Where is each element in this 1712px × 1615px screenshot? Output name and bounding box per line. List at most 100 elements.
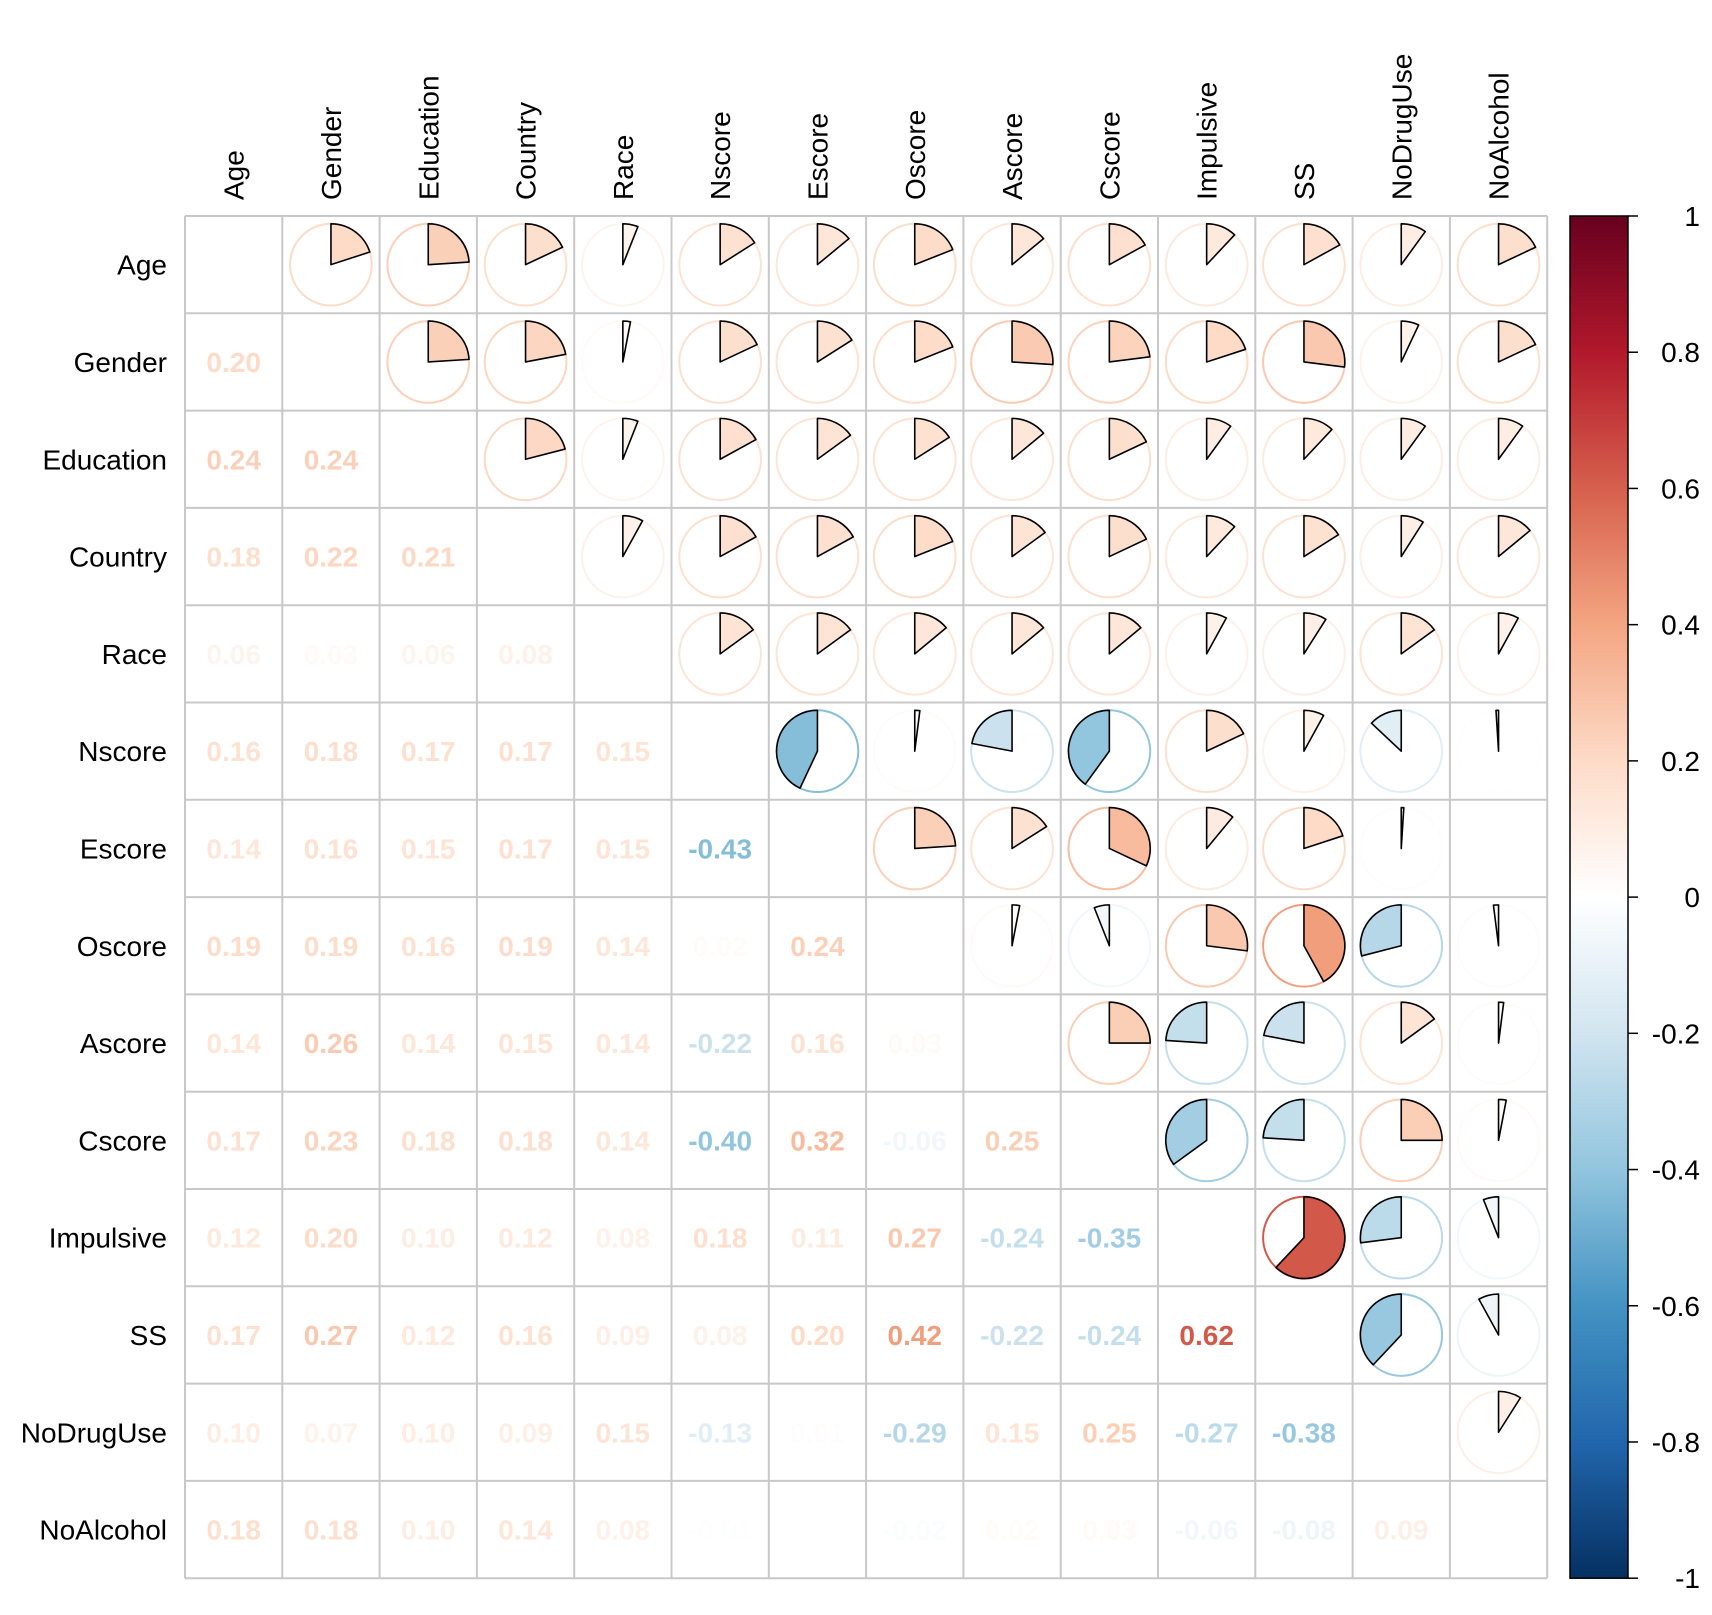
pie-cell [970,320,1054,404]
correlation-value: 0.12 [206,1223,261,1254]
column-label: Country [511,102,542,200]
pie-cell [1164,806,1249,891]
pie-cell [1456,417,1541,502]
column-label: SS [1289,163,1320,200]
pie-cell [1359,611,1444,696]
correlation-value: 0.24 [304,444,359,475]
correlation-value: 0.10 [401,1223,456,1254]
pie-cell [678,611,763,696]
pie-cell [1359,514,1444,599]
pie-cell [1164,709,1249,794]
colorbar-tick-label: -0.6 [1652,1291,1700,1322]
correlation-value: 0.11 [791,1223,844,1254]
pie-cell [872,222,957,307]
column-label: NoAlcohol [1484,72,1515,200]
pie-wedge [1497,320,1537,363]
pie-wedge [1303,417,1333,461]
pie-wedge [1497,222,1537,266]
correlation-value: 0.02 [693,931,748,962]
colorbar-tick-label: -0.8 [1652,1427,1700,1458]
correlation-value: -0.06 [883,1125,947,1156]
row-label: Nscore [78,736,167,767]
pie-cell [1456,222,1541,307]
pie-cell [1359,709,1444,794]
pie-wedge [1108,222,1146,266]
pie-cell [1067,611,1152,696]
pie-cell [1359,1098,1444,1183]
column-label: Education [413,75,444,200]
pie-wedge [1400,806,1405,850]
correlation-value: -0.24 [1077,1320,1141,1351]
correlation-value: 0.08 [596,1515,651,1546]
pie-wedge [913,709,921,752]
correlation-value: 0.17 [401,736,456,767]
correlation-value: 0.16 [206,736,261,767]
pie-wedge [816,417,852,461]
pie-cell [1359,320,1444,404]
pie-wedge [1067,709,1111,786]
pie-cell [580,514,665,599]
pie-wedge [1262,1098,1305,1142]
pie-cell [970,709,1054,794]
pie-wedge [1400,417,1427,461]
pie-cell [1359,222,1444,307]
column-label: Race [608,135,639,200]
pie-wedge [775,709,819,789]
column-label: Age [219,150,250,200]
correlation-value: 0.08 [693,1320,748,1351]
pie-wedge [1303,222,1341,266]
pie-wedge [1482,1195,1500,1239]
pie-cell [678,320,763,404]
row-label: Ascore [80,1028,167,1059]
pie-wedge [1370,709,1403,752]
pie-cell [483,222,568,307]
pie-cell [775,709,860,794]
pie-wedge [1359,1195,1403,1244]
pie-wedge [1011,612,1045,655]
pie-cell [1164,514,1249,599]
pie-cell [872,806,957,891]
pie-wedge [913,417,951,461]
correlation-value: 0.15 [596,736,651,767]
pie-cell [1262,611,1346,696]
colorbar-tick-label: 1 [1684,201,1700,232]
pie-cell [872,611,957,696]
pie-wedge [1400,320,1420,363]
correlation-value: 0.14 [401,1028,456,1059]
pie-cell [1456,903,1541,988]
correlation-value: 0.10 [206,1417,261,1448]
colorbar-tick-label: 0.2 [1661,746,1700,777]
correlation-value: 0.24 [206,444,261,475]
pie-cell [1359,1001,1444,1085]
pie-wedge [1205,320,1247,363]
pie-cell [1262,222,1346,307]
colorbar-tick-label: -0.4 [1652,1155,1700,1186]
pie-cell [1456,514,1541,599]
pie-cell [483,417,568,502]
colorbar-tick-label: -1 [1675,1563,1700,1594]
pie-wedge [1359,904,1403,957]
pie-wedge [1205,709,1245,752]
correlation-value: 0.06 [206,639,261,670]
pie-wedge [1478,1293,1500,1336]
pie-cell [1456,1390,1541,1475]
correlation-value: 0.14 [596,1028,651,1059]
pie-wedge [1400,222,1427,266]
pie-cell [872,417,957,502]
correlation-value: 0.24 [790,931,845,962]
pie-wedge [1205,806,1234,850]
pie-cell [1359,417,1444,502]
pie-cell [872,320,957,404]
correlation-value: 0.19 [304,931,359,962]
column-label: Ascore [997,113,1028,200]
pie-wedge [1205,417,1232,461]
pie-wedge [1205,222,1236,266]
pie-wedge [719,514,757,558]
correlation-value: 0.10 [401,1515,456,1546]
correlation-value: -0.40 [688,1125,752,1156]
pie-cell [1456,1098,1541,1183]
pie-wedge [1011,806,1048,850]
row-label: Impulsive [49,1223,167,1254]
correlation-value: -0.43 [688,833,752,864]
pie-cell [1067,514,1152,599]
